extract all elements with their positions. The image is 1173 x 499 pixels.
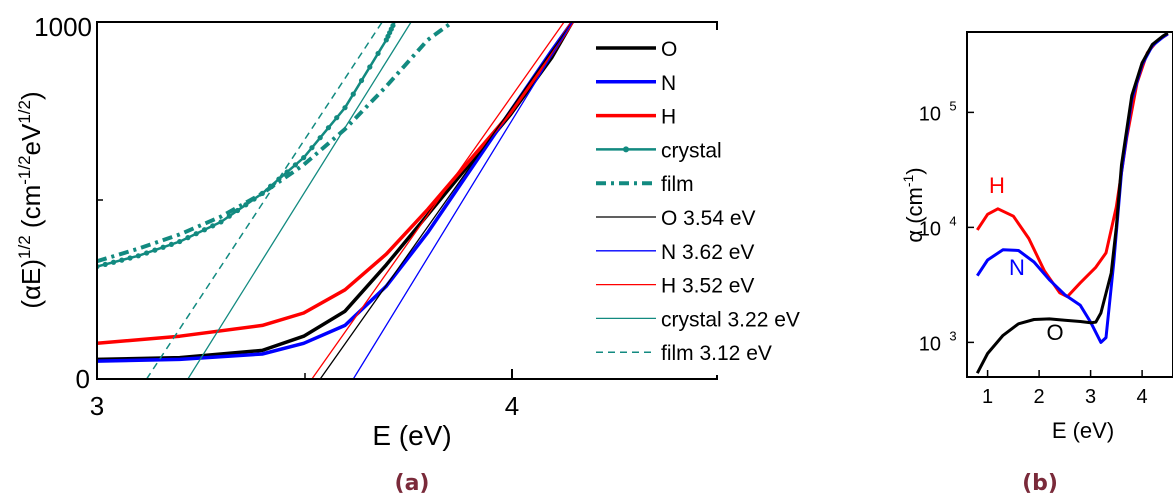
panel-b-plot-area xyxy=(975,32,1169,374)
legend-marker xyxy=(623,146,629,153)
legend-label-h: H xyxy=(661,106,676,129)
legend-label-n: N xyxy=(661,72,676,95)
y-axis-title: (αE)1/2 (cm-1/2eV1/2) xyxy=(15,91,46,308)
legend-label-o-3-54-ev: O 3.54 eV xyxy=(661,207,756,230)
crystal-marker xyxy=(110,259,117,265)
panel-a-plot-area xyxy=(97,22,574,379)
crystal-marker xyxy=(309,145,315,151)
crystal-marker xyxy=(350,91,356,97)
legend-label-crystal: crystal xyxy=(661,139,722,162)
series-line-o xyxy=(975,32,1169,374)
crystal-marker xyxy=(144,250,150,256)
series-label-H: H xyxy=(989,173,1005,198)
y-tick-exponent: 5 xyxy=(949,98,956,113)
crystal-marker xyxy=(119,257,125,263)
x-tick-label: 3 xyxy=(90,391,104,421)
y-tick-exponent: 3 xyxy=(949,328,956,343)
crystal-marker xyxy=(358,77,365,84)
crystal-marker xyxy=(201,227,208,233)
x-tick-label: 1 xyxy=(982,386,993,408)
x-tick-label: 3 xyxy=(1085,386,1096,408)
x-tick-label: 2 xyxy=(1034,386,1045,408)
x-axis-title: E (eV) xyxy=(1052,418,1114,443)
panel-b: 1 2 3 4 10 3 10 4 10 5 E (eV) α (cm-1) H N O (b) xyxy=(900,31,1173,496)
series-line-n xyxy=(97,22,574,363)
x-tick-label: 4 xyxy=(1137,386,1148,408)
series-line-h xyxy=(97,22,574,346)
y-tick-label: 10 xyxy=(919,333,941,355)
panel-a: 3 4 0 1000 E (eV) (αE)1/2 (cm-1/2eV1/2) … xyxy=(15,12,848,496)
legend-label-o: O xyxy=(661,38,677,61)
series-line-crystal xyxy=(97,22,396,268)
legend-label-film-3-12-ev: film 3.12 eV xyxy=(661,342,772,365)
crystal-marker xyxy=(234,207,241,214)
y-tick-label: 10 xyxy=(919,218,941,240)
series-line-h-3-52-ev xyxy=(311,22,565,379)
crystal-marker xyxy=(102,261,108,268)
crystal-marker xyxy=(210,223,216,229)
x-axis-title: E (eV) xyxy=(372,420,451,451)
crystal-marker xyxy=(168,241,174,248)
y-tick-label: 1000 xyxy=(34,12,92,42)
crystal-marker xyxy=(177,238,183,245)
legend-box xyxy=(588,30,848,375)
crystal-marker xyxy=(342,105,348,111)
crystal-marker xyxy=(160,244,166,250)
y-tick-label: 0 xyxy=(76,364,90,394)
series-line-crystal-3-22-ev xyxy=(187,22,412,379)
panel-b-label: (b) xyxy=(1022,471,1058,496)
legend-label-film: film xyxy=(661,173,694,196)
series-line-film xyxy=(97,22,454,264)
legend-label-crystal-3-22-ev: crystal 3.22 eV xyxy=(661,308,800,331)
crystal-marker xyxy=(185,235,191,241)
crystal-marker xyxy=(292,162,298,168)
series-label-N: N xyxy=(1009,255,1025,280)
crystal-marker xyxy=(135,253,141,259)
y-tick-exponent: 4 xyxy=(949,213,956,228)
crystal-marker xyxy=(375,50,381,57)
series-label-O: O xyxy=(1046,320,1063,345)
panel-a-ticks: 3 4 0 1000 xyxy=(34,12,519,421)
legend-label-h-3-52-ev: H 3.52 eV xyxy=(661,275,754,298)
panel-a-label: (a) xyxy=(395,471,430,496)
panel-b-frame xyxy=(966,31,1173,378)
series-line-o xyxy=(97,22,574,362)
crystal-marker xyxy=(325,125,332,131)
crystal-marker xyxy=(301,155,307,161)
crystal-marker xyxy=(218,219,224,225)
crystal-marker xyxy=(367,64,373,70)
crystal-marker xyxy=(334,115,340,121)
series-line-n-3-62-ev xyxy=(352,22,573,379)
crystal-marker xyxy=(127,255,133,261)
x-tick-label: 4 xyxy=(505,391,519,421)
y-tick-label: 10 xyxy=(919,103,941,125)
crystal-marker xyxy=(193,231,199,237)
y-axis-title: α (cm-1) xyxy=(900,167,927,242)
panel-b-ticks: 1 2 3 4 10 3 10 4 10 5 xyxy=(919,98,1148,408)
legend-label-n-3-62-ev: N 3.62 eV xyxy=(661,241,754,264)
crystal-marker xyxy=(317,135,323,141)
crystal-marker xyxy=(152,247,158,253)
series-line-o-3-54-ev xyxy=(319,22,573,379)
crystal-marker xyxy=(390,22,396,29)
